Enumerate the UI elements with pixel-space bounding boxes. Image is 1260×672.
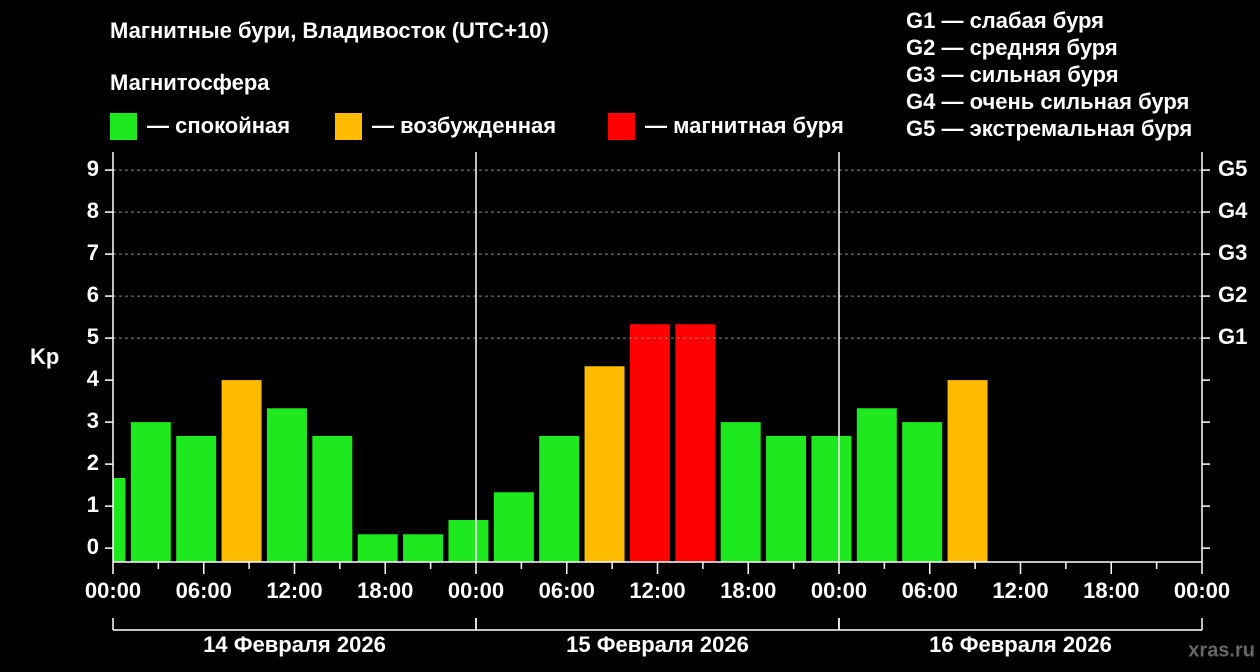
watermark: xras.ru [1188, 639, 1255, 661]
y-tick-label: 2 [87, 450, 99, 475]
y-tick-label: 1 [87, 492, 99, 517]
y2-tick-label: G4 [1218, 198, 1248, 223]
storm-level: G4 — очень сильная буря [906, 89, 1189, 114]
x-tick-label: 00:00 [448, 578, 504, 603]
bar [902, 422, 943, 562]
storm-level: G3 — сильная буря [906, 62, 1119, 87]
x-tick-label: 18:00 [357, 578, 413, 603]
x-tick-label: 00:00 [811, 578, 867, 603]
bar [221, 380, 262, 562]
day-label: 14 Февраля 2026 [203, 632, 386, 657]
x-tick-label: 00:00 [1174, 578, 1230, 603]
bars [113, 324, 988, 562]
legend-label: — спокойная [147, 113, 290, 138]
x-tick-label: 06:00 [176, 578, 232, 603]
bar [584, 366, 625, 562]
y-tick-label: 8 [87, 198, 99, 223]
bar [448, 519, 489, 562]
y-tick-label: 5 [87, 324, 99, 349]
bar [130, 422, 171, 562]
chart-title: Магнитные бури, Владивосток (UTC+10) [110, 18, 549, 43]
legend-swatch [608, 113, 635, 140]
bar [403, 534, 444, 562]
y2-tick-label: G2 [1218, 282, 1247, 307]
storm-level: G1 — слабая буря [906, 8, 1104, 33]
x-tick-label: 06:00 [539, 578, 595, 603]
day-label: 15 Февраля 2026 [566, 632, 749, 657]
legend-label: — магнитная буря [645, 113, 844, 138]
day-label: 16 Февраля 2026 [929, 632, 1112, 657]
y-tick-label: 7 [87, 240, 99, 265]
bar [720, 422, 761, 562]
bar [675, 324, 716, 562]
y-tick-label: 9 [87, 156, 99, 181]
bar [176, 435, 217, 562]
y2-tick-label: G3 [1218, 240, 1247, 265]
bar [947, 380, 988, 562]
y-tick-label: 3 [87, 408, 99, 433]
bar [811, 435, 852, 562]
bar [629, 324, 670, 562]
x-tick-label: 12:00 [266, 578, 322, 603]
subtitle: Магнитосфера [110, 70, 270, 95]
y2-tick-label: G1 [1218, 324, 1247, 349]
bar [357, 534, 398, 562]
bar [266, 408, 307, 562]
x-tick-label: 18:00 [720, 578, 776, 603]
x-tick-label: 00:00 [85, 578, 141, 603]
legend-swatch [335, 113, 362, 140]
y-tick-label: 6 [87, 282, 99, 307]
x-tick-label: 06:00 [902, 578, 958, 603]
x-tick-label: 18:00 [1083, 578, 1139, 603]
y-tick-label: 0 [87, 534, 99, 559]
bar [312, 435, 353, 562]
bar [493, 492, 534, 562]
y2-tick-label: G5 [1218, 156, 1247, 181]
x-tick-label: 12:00 [992, 578, 1048, 603]
legend-swatch [110, 113, 137, 140]
legend-label: — возбужденная [372, 113, 556, 138]
bar [113, 477, 126, 562]
y-axis-label: Kp [30, 344, 59, 369]
bar [539, 435, 580, 562]
storm-level: G2 — средняя буря [906, 35, 1118, 60]
x-tick-label: 12:00 [629, 578, 685, 603]
bar [766, 435, 807, 562]
storm-level: G5 — экстремальная буря [906, 116, 1192, 141]
bar [856, 408, 897, 562]
y-tick-label: 4 [87, 366, 100, 391]
